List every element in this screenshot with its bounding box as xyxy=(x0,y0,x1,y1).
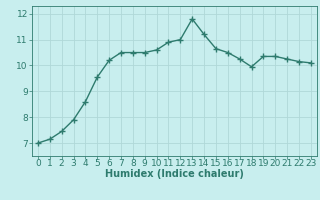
X-axis label: Humidex (Indice chaleur): Humidex (Indice chaleur) xyxy=(105,169,244,179)
